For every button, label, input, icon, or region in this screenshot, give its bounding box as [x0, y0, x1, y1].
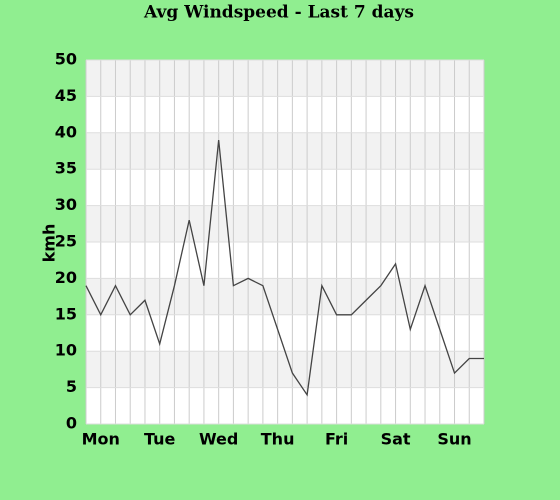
grid-band: [86, 278, 484, 315]
x-tick-label: Sun: [437, 430, 471, 449]
x-tick-label: Sat: [381, 430, 411, 449]
y-tick-label: 30: [55, 195, 77, 214]
y-tick-label: 5: [66, 377, 77, 396]
grid-band: [86, 60, 484, 97]
x-tick-label: Wed: [199, 430, 238, 449]
grid-band: [86, 205, 484, 242]
y-tick-label: 45: [55, 86, 77, 105]
y-tick-label: 40: [55, 122, 77, 141]
x-tick-label: Fri: [325, 430, 348, 449]
x-tick-label: Tue: [144, 430, 176, 449]
x-tick-label: Mon: [82, 430, 120, 449]
y-tick-label: 0: [66, 414, 77, 433]
x-tick-label: Thu: [261, 430, 295, 449]
y-tick-label: 20: [55, 268, 77, 287]
grid-band: [86, 132, 484, 170]
y-tick-label: 15: [55, 304, 77, 323]
y-tick-label: 50: [55, 50, 77, 69]
y-axis-label: kmh: [40, 224, 59, 263]
y-tick-label: 35: [55, 159, 77, 178]
y-tick-label: 25: [55, 232, 77, 251]
data-line: [85, 140, 484, 397]
grid-band: [86, 351, 484, 388]
y-tick-label: 10: [55, 341, 77, 360]
chart-title: Avg Windspeed - Last 7 days: [143, 3, 414, 23]
